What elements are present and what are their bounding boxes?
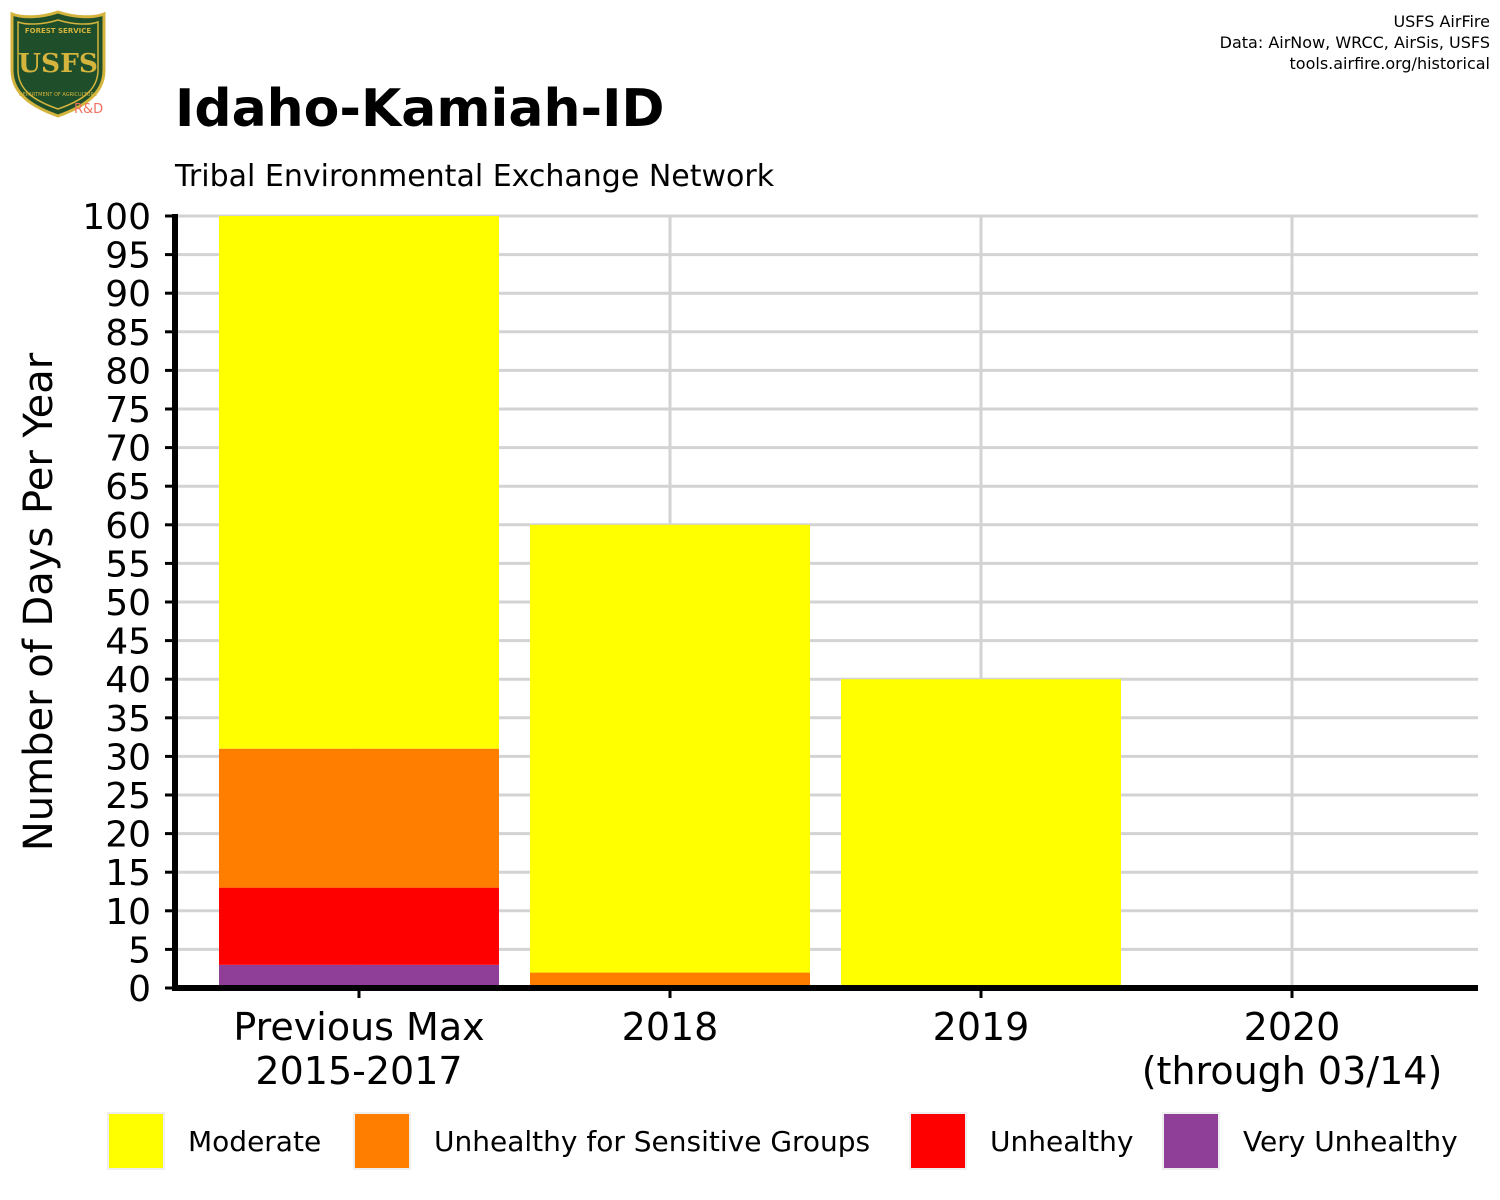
bar-segment [219,964,499,988]
y-tick-labels: 0510152025303540455055606570758085909510… [82,197,151,1010]
x-tick-label: 2020 [1244,1005,1341,1049]
legend-label: Unhealthy for Sensitive Groups [434,1125,870,1158]
y-tick-label: 35 [105,699,151,740]
y-tick-label: 90 [105,274,151,315]
y-tick-label: 25 [105,776,151,817]
y-tick-label: 40 [105,660,151,701]
x-tick-label: Previous Max [233,1005,484,1049]
y-tick-label: 80 [105,351,151,392]
chart-subtitle: Tribal Environmental Exchange Network [174,159,775,194]
y-tick-label: 100 [82,197,151,238]
credit-line-3: tools.airfire.org/historical [1289,54,1490,73]
usfs-shield-logo: FOREST SERVICE USFS DEPARTMENT OF AGRICU… [10,10,106,118]
y-tick-label: 10 [105,892,151,933]
y-tick-label: 60 [105,506,151,547]
y-tick-label: 95 [105,236,151,277]
y-tick-label: 70 [105,429,151,470]
legend: Moderate Unhealthy for Sensitive Groups Un… [107,1112,1458,1170]
axes [165,214,1478,998]
y-tick-label: 30 [105,737,151,778]
bar-segment [530,972,810,988]
bar-segment [219,216,499,749]
y-tick-label: 45 [105,622,151,663]
logo-bottom-text: DEPARTMENT OF AGRICULTURE [19,92,97,98]
bar-segment [530,524,810,973]
y-tick-label: 65 [105,467,151,508]
y-tick-label: 20 [105,815,151,856]
y-tick-label: 0 [128,969,151,1010]
credit-line-2: Data: AirNow, WRCC, AirSis, USFS [1219,33,1490,52]
y-axis-label: Number of Days Per Year [16,352,62,851]
bar-segment [219,887,499,965]
y-tick-label: 85 [105,313,151,354]
y-tick-label: 55 [105,544,151,585]
legend-swatch [353,1112,411,1170]
y-tick-label: 75 [105,390,151,431]
legend-swatch [1162,1112,1220,1170]
bars [219,216,1121,988]
y-tick-label: 15 [105,853,151,894]
x-tick-label: (through 03/14) [1142,1049,1443,1093]
x-tick-label: 2019 [933,1005,1030,1049]
bar-segment [841,679,1121,988]
x-tick-label: 2018 [622,1005,719,1049]
legend-label: Very Unhealthy [1243,1125,1458,1158]
legend-label: Moderate [188,1125,321,1158]
legend-label: Unhealthy [990,1125,1133,1158]
legend-swatch [909,1112,967,1170]
legend-swatch [107,1112,165,1170]
bar-segment [219,748,499,888]
logo-letters: USFS [18,49,98,79]
chart-title: Idaho-Kamiah-ID [175,79,665,139]
y-tick-label: 50 [105,583,151,624]
y-tick-label: 5 [128,930,151,971]
logo-tag: R&D [74,102,103,117]
x-tick-label: 2015-2017 [255,1049,462,1093]
logo-top-text: FOREST SERVICE [25,27,92,35]
credit-line-1: USFS AirFire [1393,12,1490,31]
